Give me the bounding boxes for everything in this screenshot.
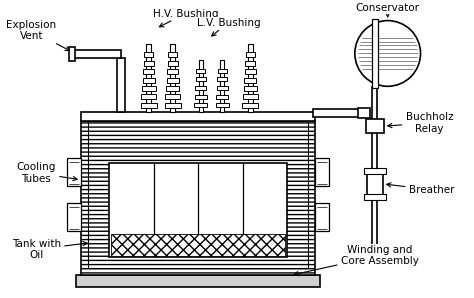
- Bar: [242, 103, 258, 108]
- Bar: [244, 86, 257, 91]
- Bar: [141, 103, 157, 108]
- Bar: [216, 103, 229, 107]
- Text: Buchholz
Relay: Buchholz Relay: [388, 112, 453, 134]
- Bar: [196, 77, 206, 81]
- Bar: [246, 52, 255, 57]
- Text: L.V. Bushing: L.V. Bushing: [197, 18, 260, 36]
- Bar: [81, 112, 315, 121]
- Bar: [109, 163, 287, 257]
- Bar: [69, 47, 75, 61]
- Bar: [170, 44, 175, 112]
- Bar: [81, 121, 315, 275]
- Bar: [67, 203, 81, 231]
- Bar: [67, 158, 81, 186]
- Bar: [195, 86, 206, 90]
- Bar: [195, 95, 207, 99]
- Bar: [143, 69, 155, 74]
- Text: H.V. Bushing: H.V. Bushing: [153, 9, 219, 27]
- Bar: [167, 69, 178, 74]
- Bar: [366, 119, 384, 133]
- Bar: [367, 170, 383, 198]
- Text: Winding and
Core Assembly: Winding and Core Assembly: [294, 245, 419, 276]
- Bar: [220, 60, 225, 112]
- Bar: [218, 69, 227, 73]
- Bar: [244, 77, 256, 83]
- Bar: [165, 103, 181, 108]
- Bar: [217, 95, 228, 99]
- Bar: [243, 94, 258, 100]
- Bar: [145, 52, 153, 57]
- Bar: [218, 77, 228, 81]
- Bar: [88, 121, 308, 268]
- Bar: [143, 77, 155, 83]
- Bar: [168, 60, 178, 66]
- Bar: [217, 86, 228, 90]
- Bar: [141, 94, 156, 100]
- Bar: [144, 60, 154, 66]
- Bar: [117, 58, 125, 112]
- Bar: [364, 194, 386, 200]
- Bar: [248, 44, 253, 112]
- Bar: [165, 94, 180, 100]
- Circle shape: [355, 21, 420, 86]
- Text: Breather: Breather: [387, 183, 454, 195]
- Bar: [313, 109, 368, 117]
- Bar: [111, 234, 285, 255]
- Text: Tank with
Oil: Tank with Oil: [12, 239, 87, 260]
- Bar: [146, 44, 151, 112]
- Bar: [246, 60, 255, 66]
- Bar: [73, 50, 121, 58]
- Bar: [196, 69, 205, 73]
- Bar: [76, 275, 320, 287]
- Bar: [245, 69, 256, 74]
- Bar: [166, 77, 179, 83]
- Bar: [315, 203, 329, 231]
- Bar: [168, 52, 177, 57]
- Bar: [364, 168, 386, 174]
- Text: Cooling
Tubes: Cooling Tubes: [17, 162, 77, 184]
- Bar: [315, 158, 329, 186]
- Bar: [166, 86, 180, 91]
- Bar: [372, 18, 378, 88]
- Bar: [142, 86, 155, 91]
- Bar: [194, 103, 207, 107]
- Text: Conservator: Conservator: [356, 3, 419, 17]
- Text: Explosion
Vent: Explosion Vent: [6, 20, 70, 51]
- Bar: [358, 108, 370, 118]
- Bar: [199, 60, 202, 112]
